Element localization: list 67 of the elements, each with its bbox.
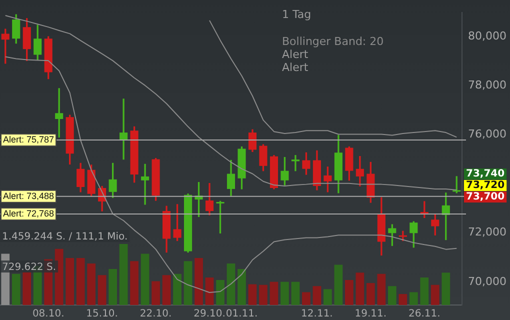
x-tick-label: 22.10. bbox=[140, 308, 172, 320]
bar bbox=[76, 258, 85, 305]
annotation: 1.459.244 S. / 111,1 Mio. bbox=[2, 232, 128, 243]
bar bbox=[173, 274, 182, 305]
x-tick-label: 08.10. bbox=[32, 308, 64, 320]
bar bbox=[248, 284, 257, 305]
bar bbox=[366, 283, 375, 305]
y-tick-label: 80,000 bbox=[468, 30, 506, 42]
bar bbox=[334, 264, 343, 305]
annotation: 73,700 bbox=[466, 192, 505, 203]
bar bbox=[130, 261, 138, 305]
bar bbox=[98, 275, 106, 305]
x-tick-label: 29.10. bbox=[194, 308, 226, 320]
bar bbox=[312, 286, 322, 305]
bar bbox=[12, 274, 20, 305]
x-tick-label: 26.11. bbox=[408, 308, 440, 320]
bar bbox=[238, 269, 246, 305]
bar bbox=[194, 258, 203, 305]
bar bbox=[152, 281, 160, 305]
x-tick-label: 01.11. bbox=[226, 308, 258, 320]
bar bbox=[66, 258, 74, 305]
bar bbox=[356, 272, 364, 305]
annotation: Alert bbox=[282, 48, 310, 61]
bar bbox=[162, 275, 171, 305]
candlestick bbox=[291, 155, 300, 172]
bar bbox=[324, 289, 332, 305]
bar bbox=[420, 278, 429, 305]
bar bbox=[119, 244, 128, 305]
bar bbox=[54, 248, 64, 305]
bar bbox=[108, 269, 118, 305]
bar bbox=[280, 282, 289, 305]
x-tick-label: 12.11. bbox=[301, 308, 333, 320]
bar bbox=[302, 292, 310, 305]
candlestick bbox=[141, 164, 150, 205]
bar bbox=[205, 278, 214, 305]
bar bbox=[22, 272, 32, 305]
ref-line-label: Alert: 72,768 bbox=[3, 208, 54, 219]
x-tick-label: 15.10. bbox=[86, 308, 118, 320]
chart-subtitle: 1 Tag bbox=[282, 8, 312, 21]
bar bbox=[430, 284, 440, 305]
y-tick-label: 78,000 bbox=[468, 78, 506, 92]
x-tick-label: 19.11. bbox=[354, 308, 387, 320]
annotation: 73,720 bbox=[466, 180, 505, 192]
bar bbox=[270, 282, 278, 305]
y-tick-label: 76,000 bbox=[468, 128, 506, 141]
text: Bollinger Band: 20 bbox=[282, 35, 384, 48]
bar bbox=[259, 284, 268, 305]
bar bbox=[442, 272, 450, 305]
bar bbox=[398, 294, 408, 305]
bar bbox=[184, 261, 192, 305]
bar bbox=[388, 286, 396, 305]
annotation: 729.622 S. bbox=[2, 262, 56, 274]
y-tick-label: 70,000 bbox=[468, 274, 506, 288]
bar bbox=[226, 264, 236, 305]
bar bbox=[87, 264, 96, 305]
annotation: 73,740 bbox=[466, 168, 505, 180]
bar bbox=[377, 274, 386, 305]
ref-line-label: Alert: 75,787 bbox=[3, 134, 54, 144]
ref-line-label: Alert: 73,488 bbox=[3, 190, 54, 201]
bar bbox=[409, 292, 418, 305]
bar bbox=[216, 280, 224, 305]
bar bbox=[140, 254, 150, 305]
annotation: Alert bbox=[282, 61, 310, 74]
y-tick-label: 72,000 bbox=[468, 226, 506, 239]
bar bbox=[344, 280, 354, 305]
candlestick bbox=[120, 98, 128, 160]
bar bbox=[291, 282, 300, 305]
